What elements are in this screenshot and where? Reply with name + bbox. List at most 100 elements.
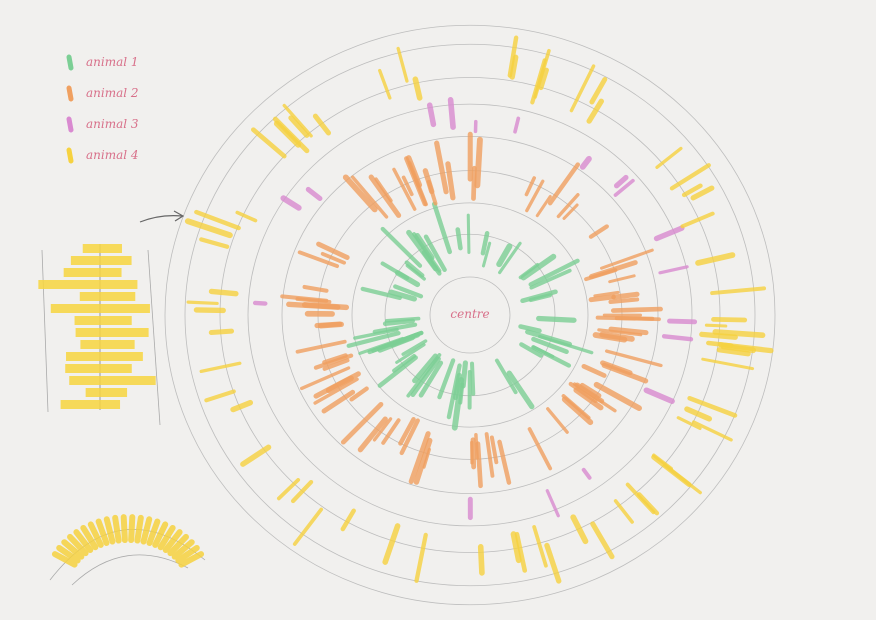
stroke: [388, 289, 417, 302]
stroke: [401, 339, 428, 356]
stroke: [378, 68, 392, 100]
stroke: [199, 361, 242, 374]
mini-arc-stroke: [146, 518, 161, 546]
stroke: [401, 175, 414, 197]
legend-label: animal 1: [86, 55, 139, 69]
stroke: [546, 407, 569, 434]
stroke: [305, 186, 323, 202]
stroke: [579, 155, 592, 170]
stroke: [374, 177, 393, 203]
mini-arc-stroke: [67, 533, 89, 557]
stroke: [592, 332, 628, 343]
stroke: [509, 54, 519, 80]
stroke: [520, 253, 557, 281]
stroke: [590, 521, 615, 560]
stroke: [625, 482, 656, 515]
stroke: [519, 342, 544, 358]
stroke: [525, 329, 572, 347]
stroke: [593, 381, 642, 412]
stroke: [545, 489, 560, 518]
stroke: [404, 156, 428, 207]
mini-arc-stroke: [95, 518, 110, 546]
stroke: [418, 360, 444, 398]
stroke: [470, 361, 476, 396]
stroke: [346, 331, 401, 348]
stroke: [589, 76, 608, 105]
mini-arc-stroke: [120, 514, 128, 544]
mini-arc-stroke: [134, 514, 144, 544]
mini-arc-stroke: [73, 529, 94, 554]
ring: [184, 43, 756, 587]
stroke: [392, 353, 417, 373]
ring: [219, 77, 721, 553]
stroke: [716, 347, 751, 357]
stroke: [194, 209, 241, 231]
stroke: [398, 417, 416, 446]
stroke: [600, 248, 654, 270]
stroke: [667, 318, 698, 325]
mini-arc-stroke: [157, 524, 176, 551]
mini-arc-stroke: [112, 514, 122, 544]
strokes: [184, 35, 774, 584]
mini-arc-stroke: [87, 521, 104, 548]
mini-bar: [50, 304, 150, 313]
stroke: [460, 360, 468, 389]
stroke: [581, 363, 607, 378]
stroke: [680, 211, 715, 229]
stroke: [380, 261, 410, 281]
stroke: [477, 544, 485, 576]
mini-bar: [74, 316, 132, 325]
stroke: [437, 358, 456, 400]
stroke: [704, 323, 728, 328]
stroke: [573, 387, 604, 411]
stroke: [608, 326, 649, 336]
stroke: [408, 431, 431, 485]
stroke: [684, 406, 713, 422]
legend-swatch: [66, 85, 74, 102]
mini-bar: [75, 328, 149, 337]
stroke: [393, 284, 424, 299]
stroke: [447, 97, 456, 130]
stroke: [322, 358, 350, 371]
stroke: [586, 98, 605, 124]
stroke: [510, 531, 522, 564]
stroke: [399, 418, 420, 456]
mini-arc-stroke: [162, 529, 183, 554]
stroke: [579, 382, 602, 398]
stroke: [377, 355, 418, 388]
stroke: [273, 120, 302, 148]
stroke: [230, 399, 254, 413]
mini-arc-stroke: [140, 516, 153, 545]
stroke: [584, 268, 618, 282]
stroke: [380, 226, 423, 268]
stroke: [528, 258, 580, 287]
stroke: [392, 167, 417, 211]
stroke: [661, 334, 694, 342]
stroke: [699, 331, 738, 340]
stroke: [561, 394, 591, 420]
stroke: [382, 318, 415, 326]
mini-arc-stroke: [167, 533, 189, 557]
stroke: [302, 284, 329, 293]
stroke: [276, 478, 301, 501]
stroke: [538, 67, 549, 91]
stroke: [588, 294, 616, 303]
stroke: [496, 243, 513, 268]
stroke: [489, 435, 499, 465]
stroke: [320, 251, 346, 265]
legend-swatch: [66, 54, 74, 71]
stroke: [186, 300, 219, 306]
stroke: [204, 389, 236, 403]
stroke: [720, 343, 757, 354]
mini-arc-stroke: [152, 521, 169, 548]
stroke: [604, 349, 663, 368]
stroke: [282, 103, 313, 138]
stroke: [544, 542, 562, 584]
ring: [429, 276, 511, 354]
mini-arc-stroke: [103, 516, 116, 545]
stroke: [184, 218, 233, 239]
stroke: [280, 195, 302, 211]
stroke: [313, 353, 354, 370]
stroke: [252, 300, 268, 306]
